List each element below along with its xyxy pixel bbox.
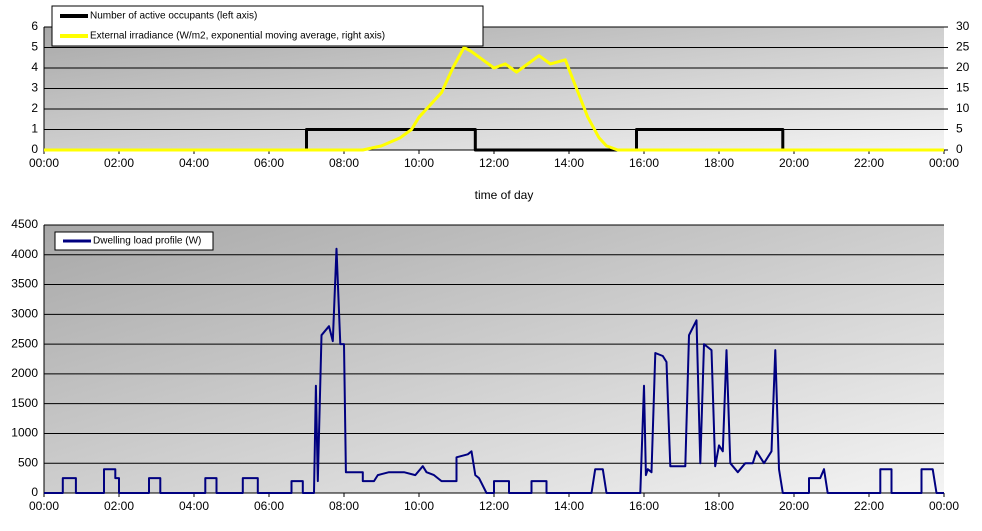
x-tick-label: 06:00 — [254, 499, 284, 513]
y-tick-label: 6 — [31, 19, 38, 33]
y-tick-label: 3500 — [11, 277, 38, 291]
x-tick-label: 20:00 — [779, 499, 809, 513]
y2-tick-label: 5 — [956, 122, 963, 136]
x-tick-label: 10:00 — [404, 499, 434, 513]
legend: Number of active occupants (left axis) Ex… — [51, 5, 484, 47]
series-line — [44, 128, 944, 152]
x-tick-label: 22:00 — [854, 156, 884, 170]
x-tick-label: 14:00 — [554, 156, 584, 170]
y-tick-label: 0 — [31, 485, 38, 499]
x-tick-label: 02:00 — [104, 499, 134, 513]
y-tick-label: 4000 — [11, 247, 38, 261]
x-axis-label: time of day — [475, 188, 534, 202]
y2-tick-label: 15 — [956, 81, 970, 95]
x-tick-label: 00:00 — [929, 156, 959, 170]
legend-box — [54, 231, 214, 251]
y-tick-label: 2500 — [11, 336, 38, 350]
y-tick-label: 4 — [31, 60, 38, 74]
series-line — [44, 46, 944, 152]
x-tick-label: 16:00 — [629, 156, 659, 170]
y-tick-label: 4500 — [11, 217, 38, 231]
y-tick-label: 5 — [31, 40, 38, 54]
y-tick-label: 3000 — [11, 307, 38, 321]
y-tick-label: 1 — [31, 122, 38, 136]
x-tick-label: 00:00 — [29, 499, 59, 513]
x-tick-label: 12:00 — [479, 156, 509, 170]
y-tick-label: 1500 — [11, 396, 38, 410]
x-tick-label: 06:00 — [254, 156, 284, 170]
x-tick-label: 08:00 — [329, 499, 359, 513]
legend-label: Number of active occupants (left axis) — [90, 11, 257, 22]
x-tick-label: 18:00 — [704, 156, 734, 170]
y-tick-label: 2 — [31, 101, 38, 115]
legend: Dwelling load profile (W) — [54, 231, 214, 251]
y-tick-label: 2000 — [11, 366, 38, 380]
y-tick-label: 3 — [31, 81, 38, 95]
x-tick-label: 16:00 — [629, 499, 659, 513]
series-line — [44, 247, 944, 494]
x-tick-label: 08:00 — [329, 156, 359, 170]
y-tick-label: 500 — [18, 455, 38, 469]
y2-tick-label: 30 — [956, 19, 970, 33]
y2-tick-label: 0 — [956, 142, 963, 156]
x-tick-label: 22:00 — [854, 499, 884, 513]
legend-box — [51, 5, 484, 47]
x-tick-label: 00:00 — [29, 156, 59, 170]
x-tick-label: 04:00 — [179, 156, 209, 170]
x-tick-label: 12:00 — [479, 499, 509, 513]
y2-tick-label: 25 — [956, 40, 970, 54]
x-tick-label: 10:00 — [404, 156, 434, 170]
x-tick-label: 04:00 — [179, 499, 209, 513]
y2-tick-label: 10 — [956, 101, 970, 115]
y2-tick-label: 20 — [956, 60, 970, 74]
x-tick-label: 00:00 — [929, 499, 959, 513]
x-tick-label: 14:00 — [554, 499, 584, 513]
legend-label: External irradiance (W/m2, exponential m… — [90, 31, 385, 42]
x-tick-label: 20:00 — [779, 156, 809, 170]
legend-label: Dwelling load profile (W) — [93, 236, 201, 247]
plot-area — [44, 225, 944, 493]
y-tick-label: 0 — [31, 142, 38, 156]
y-tick-label: 1000 — [11, 426, 38, 440]
x-tick-label: 18:00 — [704, 499, 734, 513]
x-tick-label: 02:00 — [104, 156, 134, 170]
